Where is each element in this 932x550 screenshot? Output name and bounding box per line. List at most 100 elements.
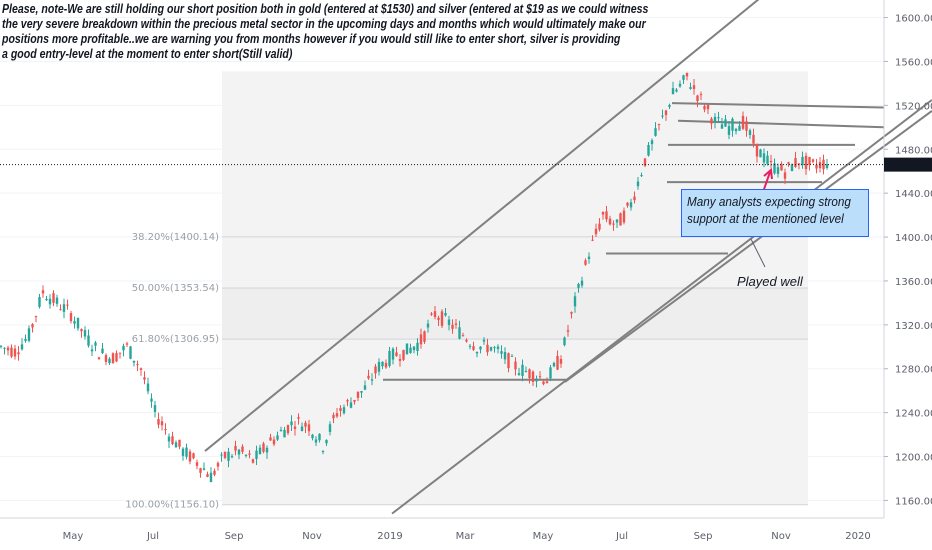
candle-body — [360, 391, 363, 393]
candle-body — [549, 367, 552, 379]
candle-body — [405, 343, 409, 355]
candle-body — [251, 459, 255, 463]
x-tick-label: Jul — [615, 531, 628, 542]
x-tick-label: May — [533, 531, 554, 542]
candle-body — [244, 454, 248, 456]
candle-body — [514, 361, 517, 370]
candle-body — [143, 377, 146, 380]
candle-body — [174, 442, 178, 448]
y-tick-label: 1240.00 — [895, 409, 932, 420]
candle-body — [720, 124, 724, 129]
candle-body — [479, 346, 482, 350]
candle-body — [122, 345, 125, 351]
candle-body — [286, 425, 290, 434]
candle-body — [34, 316, 38, 318]
candle-body — [475, 351, 479, 354]
candle-body — [640, 175, 643, 177]
candle-body — [482, 339, 486, 342]
candle-body — [349, 402, 353, 408]
candle-body — [87, 335, 90, 346]
candle-body — [745, 121, 748, 131]
candle-body — [90, 349, 94, 352]
candle-body — [55, 297, 59, 304]
candle-body — [258, 447, 262, 455]
candle-body — [552, 362, 556, 367]
candle-body — [388, 350, 391, 366]
candle-body — [559, 359, 563, 364]
candle-body — [304, 422, 307, 427]
candle-body — [759, 149, 762, 158]
candle-body — [426, 323, 430, 328]
candle-body — [279, 429, 283, 432]
candle-body — [521, 364, 524, 376]
candle-body — [738, 125, 741, 131]
candle-body — [440, 311, 444, 326]
candle-body — [801, 156, 804, 166]
candle-body — [654, 128, 657, 136]
candle-body — [629, 202, 633, 208]
note-line: a good entry-level at the moment to ente… — [2, 47, 293, 61]
candle-body — [265, 447, 269, 453]
fibonacci-label: 50.00%(1353.54) — [132, 283, 219, 294]
candle-body — [563, 337, 566, 346]
candle-body — [223, 451, 227, 458]
candle-body — [710, 118, 713, 124]
candle-body — [377, 362, 381, 372]
candle-body — [661, 115, 664, 117]
candle-body — [622, 210, 626, 223]
candle-body — [510, 355, 514, 357]
price-badge — [884, 157, 932, 172]
candle-body — [290, 421, 293, 426]
candle-body — [409, 347, 412, 353]
candle-body — [528, 369, 531, 379]
fibonacci-band — [222, 288, 808, 340]
candle-body — [167, 436, 171, 442]
candle-body — [766, 155, 769, 164]
candle-body — [524, 370, 528, 372]
candle-body — [465, 339, 468, 342]
candle-body — [318, 433, 321, 441]
candle-body — [146, 383, 150, 392]
candle-body — [790, 164, 794, 172]
candle-body — [811, 159, 815, 162]
candle-body — [713, 116, 717, 123]
candle-body — [139, 368, 143, 370]
candle-body — [423, 331, 426, 342]
candle-body — [181, 448, 185, 456]
candle-body — [276, 435, 279, 440]
candle-body — [573, 296, 577, 307]
candle-body — [202, 468, 206, 470]
candle-body — [342, 407, 346, 414]
candle-body — [363, 385, 367, 390]
candle-body — [685, 72, 689, 77]
candle-body — [626, 202, 629, 206]
candle-body — [692, 85, 696, 90]
candle-body — [3, 347, 6, 349]
candle-body — [591, 239, 594, 241]
candle-body — [433, 311, 437, 318]
candle-body — [815, 164, 818, 169]
candle-body — [213, 470, 216, 475]
candle-body — [206, 474, 209, 477]
candle-body — [272, 439, 276, 445]
candle-body — [83, 330, 87, 337]
candle-body — [762, 153, 766, 163]
candle-body — [496, 346, 500, 350]
candle-body — [185, 447, 188, 457]
candle-body — [66, 304, 69, 306]
candle-body — [650, 140, 654, 145]
x-tick-label: Sep — [694, 531, 713, 542]
candle-body — [108, 358, 111, 364]
candle-body — [706, 104, 710, 110]
candle-body — [682, 75, 685, 80]
candle-body — [367, 375, 370, 379]
candle-body — [136, 364, 139, 366]
candle-body — [437, 317, 440, 320]
candle-body — [297, 417, 300, 419]
candle-body — [671, 88, 675, 95]
support-trend-line — [564, 110, 932, 383]
candle-body — [451, 324, 454, 329]
candle-body — [612, 223, 615, 225]
